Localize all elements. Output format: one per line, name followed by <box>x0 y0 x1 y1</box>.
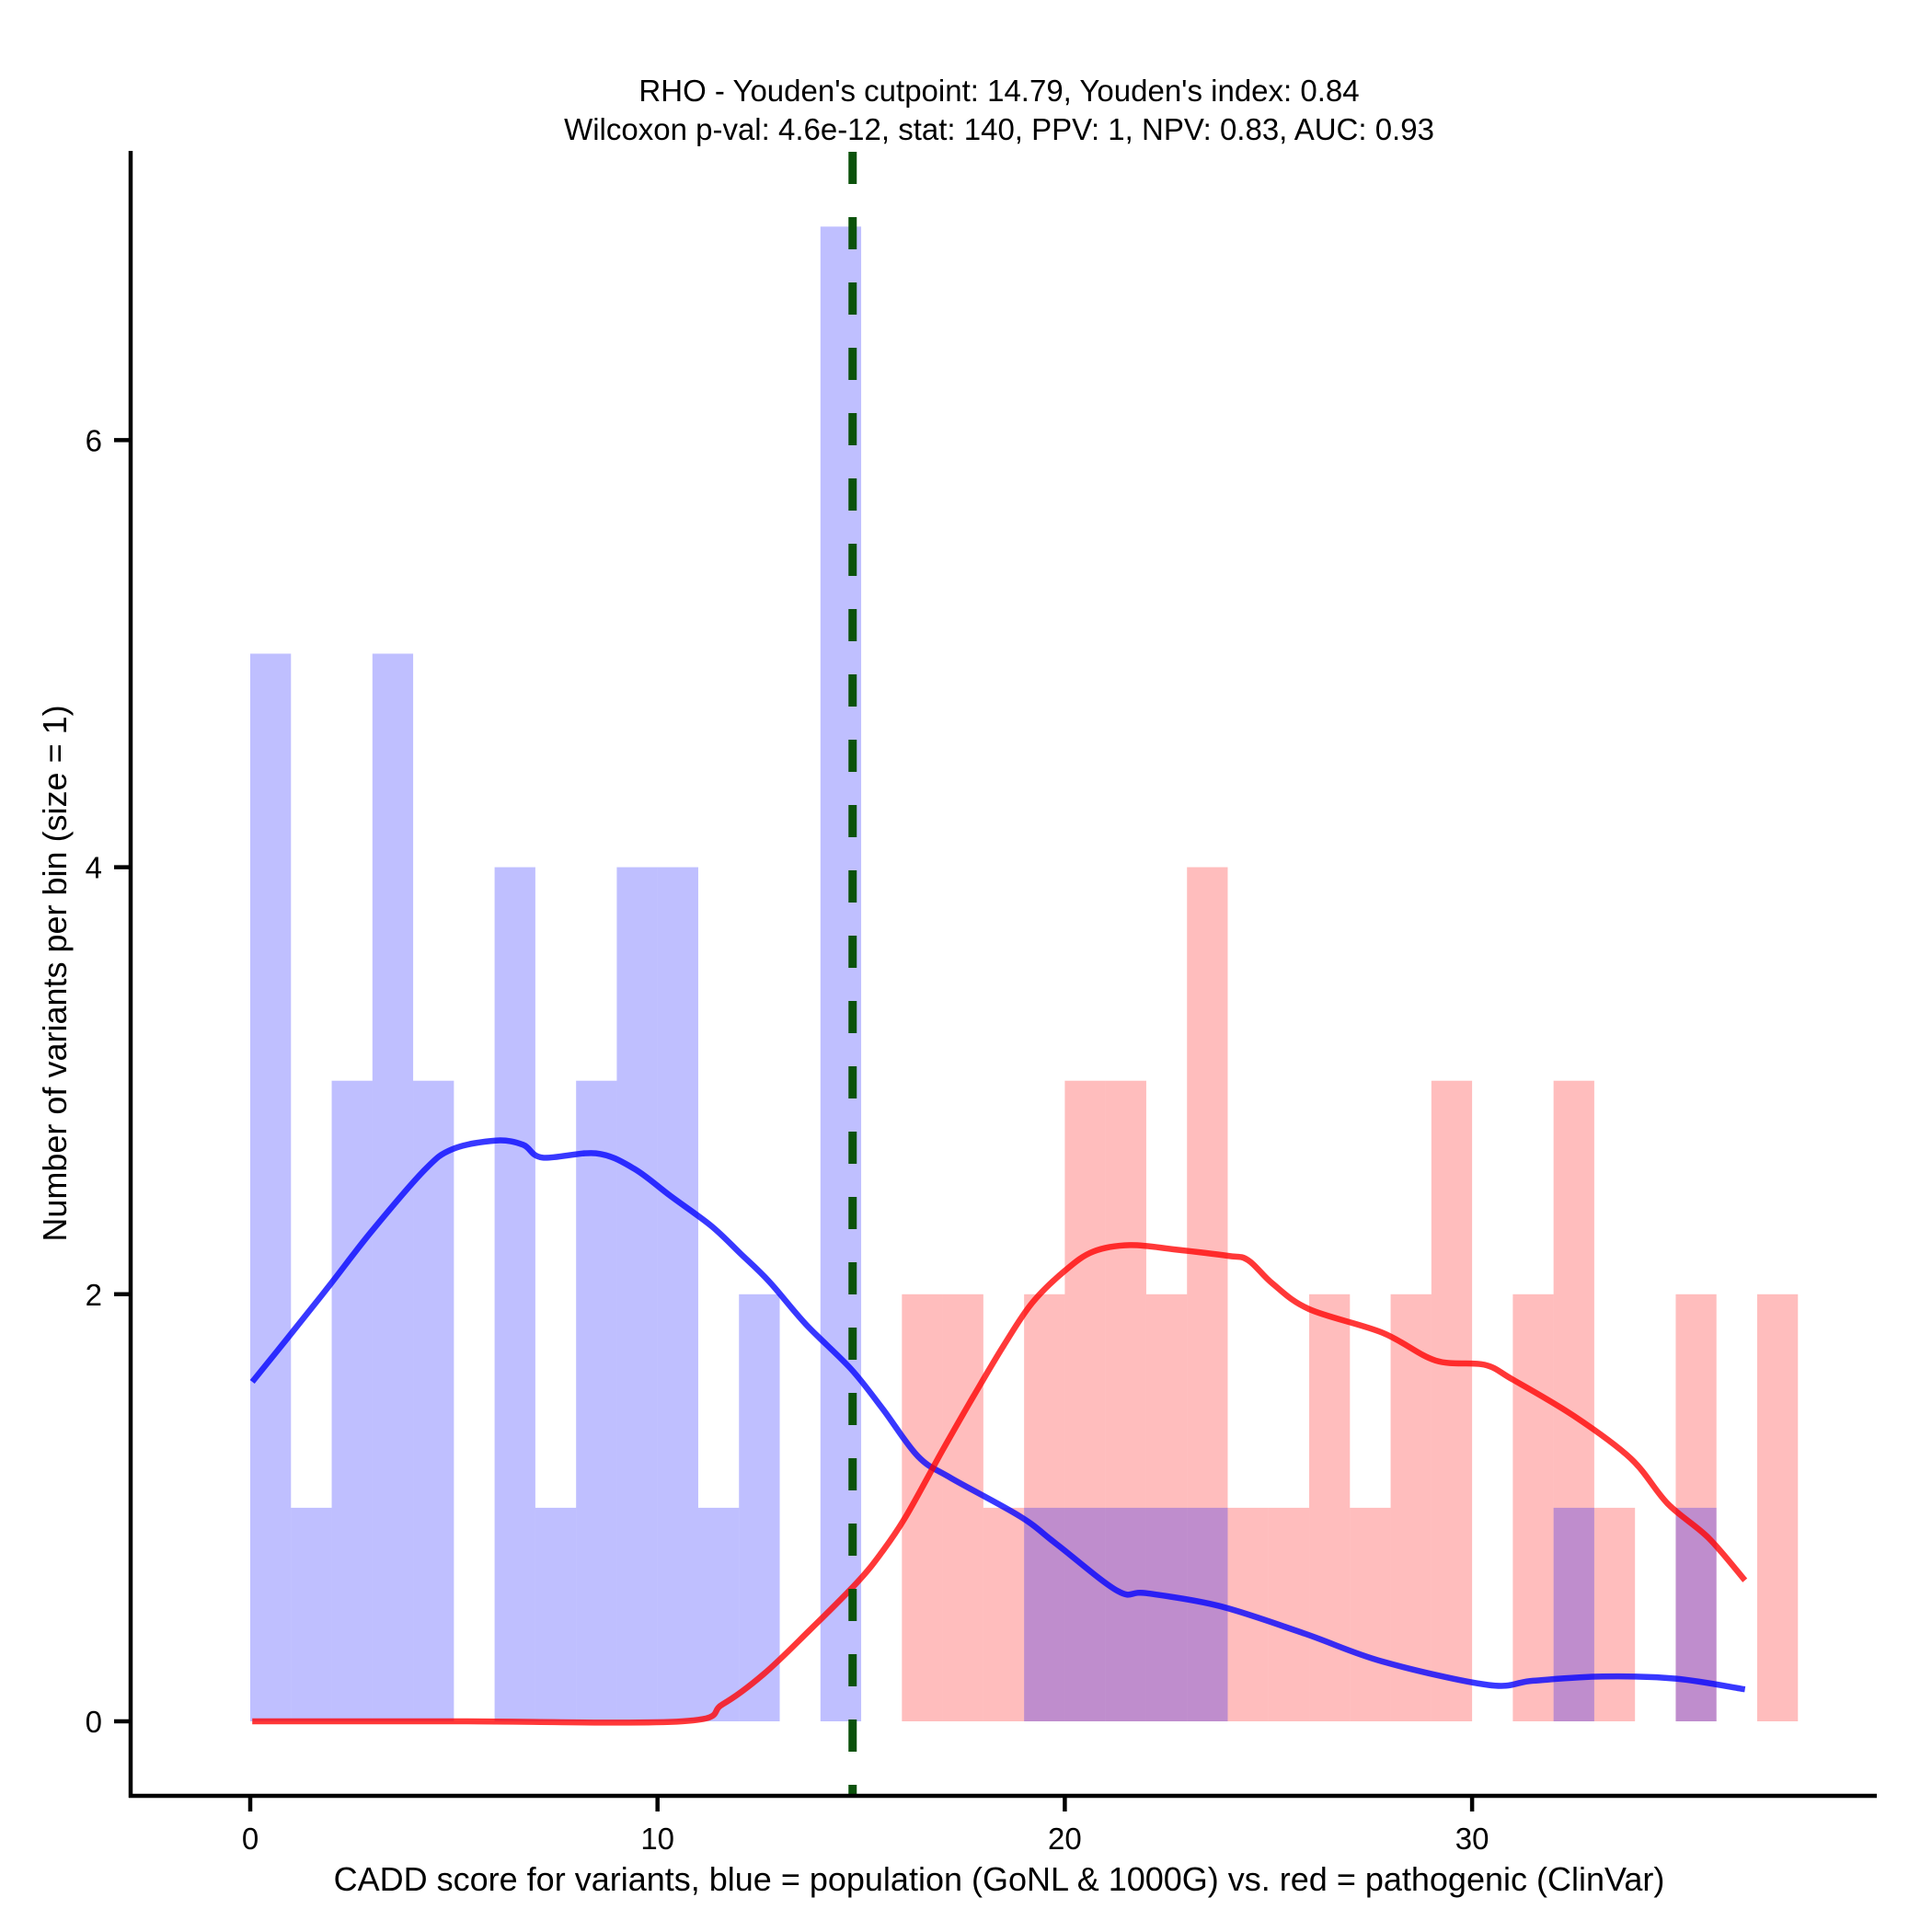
pathogenic-bar <box>1390 1294 1432 1721</box>
pathogenic-bar <box>1675 1294 1717 1721</box>
pathogenic-bar <box>1756 1294 1799 1721</box>
histogram-bars <box>250 226 1799 1721</box>
pathogenic-bar <box>1512 1294 1554 1721</box>
population-bar <box>1064 1507 1106 1721</box>
y-axis-label: Number of variants per bin (size = 1) <box>36 705 74 1241</box>
population-bar <box>657 867 698 1721</box>
x-axis-ticks: 0 10 20 30 <box>242 1796 1489 1856</box>
population-bar <box>250 653 292 1721</box>
population-bar <box>413 1080 454 1721</box>
population-bar <box>739 1294 780 1721</box>
pathogenic-bar <box>942 1294 983 1721</box>
population-bar <box>697 1507 740 1721</box>
population-bar <box>616 867 658 1721</box>
population-density-curve <box>249 1137 1746 1693</box>
pathogenic-bar <box>1064 1080 1106 1721</box>
y-axis-ticks: 0 2 4 6 <box>86 423 131 1739</box>
chart-subtitle: Wilcoxon p-val: 4.6e-12, stat: 140, PPV:… <box>564 112 1434 146</box>
pathogenic-bar <box>1553 1080 1594 1721</box>
population-bar <box>1024 1507 1065 1721</box>
x-tick-label: 20 <box>1048 1822 1082 1856</box>
population-bar <box>331 1080 373 1721</box>
pathogenic-bar <box>1350 1507 1391 1721</box>
y-tick-label: 0 <box>86 1705 102 1739</box>
pathogenic-bar <box>1024 1294 1065 1721</box>
population-bar <box>1105 1507 1146 1721</box>
pathogenic-bar <box>1431 1080 1473 1721</box>
y-tick-label: 6 <box>86 423 102 457</box>
pathogenic-bar <box>1105 1080 1146 1721</box>
population-bar <box>535 1507 577 1721</box>
population-bar <box>576 1080 617 1721</box>
y-tick-label: 2 <box>86 1278 102 1312</box>
pathogenic-bar <box>1309 1294 1351 1721</box>
population-bar <box>494 867 535 1721</box>
population-bar <box>1553 1507 1594 1721</box>
population-bar <box>1145 1507 1188 1721</box>
population-bar <box>291 1507 332 1721</box>
x-tick-label: 0 <box>242 1822 259 1856</box>
pathogenic-bar <box>1593 1507 1636 1721</box>
population-bar <box>820 226 862 1721</box>
x-tick-label: 30 <box>1455 1822 1489 1856</box>
pathogenic-bar <box>1187 867 1228 1721</box>
density-curves <box>249 1137 1748 1726</box>
chart-title: RHO - Youden's cutpoint: 14.79, Youden's… <box>638 74 1359 108</box>
pathogenic-density-curve <box>252 1242 1748 1726</box>
population-bar <box>1187 1507 1228 1721</box>
pathogenic-bar <box>983 1507 1025 1721</box>
x-axis-label: CADD score for variants, blue = populati… <box>334 1860 1665 1898</box>
pathogenic-bar <box>1268 1507 1310 1721</box>
y-tick-label: 4 <box>86 851 102 885</box>
x-tick-label: 10 <box>640 1822 674 1856</box>
pathogenic-bar <box>1145 1294 1188 1721</box>
